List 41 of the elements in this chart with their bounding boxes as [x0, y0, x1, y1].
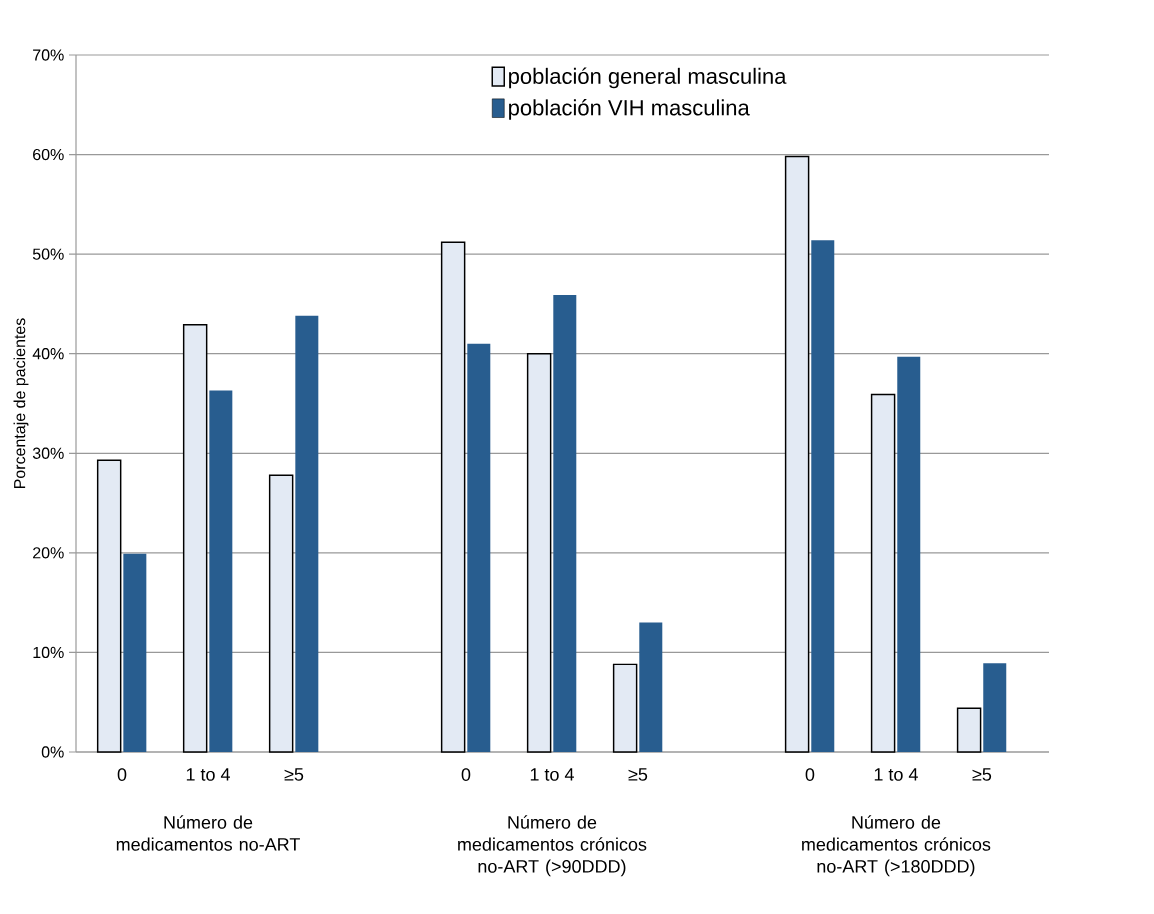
legend-label: población general masculina [509, 67, 787, 89]
x-tick-label: 0 [461, 768, 471, 781]
text: Número de medicamentos crónicos no-ART (>180DDD) [802, 815, 991, 877]
y-tick-label: 20% [33, 547, 64, 559]
bar [983, 663, 1007, 752]
y-tick-label: 40% [32, 348, 64, 360]
bar [209, 390, 233, 752]
legend-label: población VIH masculina [509, 99, 750, 120]
y-axis-title: Porcentaje de pacientes [13, 318, 29, 489]
bar [956, 707, 982, 753]
x-tick-label: 1 to 4 [874, 768, 918, 781]
bar [182, 324, 208, 753]
bar [811, 240, 835, 752]
x-tick-label: 0 [117, 768, 127, 781]
x-tick-label: 1 to 4 [186, 768, 230, 781]
bar [467, 343, 491, 752]
x-tick-label: ≥5 [628, 768, 648, 781]
bar [639, 622, 663, 752]
x-tick-label: ≥5 [284, 768, 304, 781]
text: Número de medicamentos crónicos no-ART (>90DDD) [458, 815, 647, 877]
y-tick-label: 50% [32, 248, 64, 260]
bar [295, 315, 319, 752]
y-tick-label: 30% [32, 447, 64, 459]
bar [870, 393, 896, 753]
bar [268, 474, 294, 753]
bar [784, 155, 810, 753]
y-tick-label: 60% [33, 148, 64, 161]
bar [96, 459, 122, 753]
y-tick-label: 10% [33, 646, 64, 659]
bar [897, 356, 921, 752]
x-tick-label: 0 [805, 768, 815, 781]
bar [526, 352, 552, 753]
bar [123, 553, 147, 752]
bar [612, 663, 638, 753]
x-tick-label: ≥5 [972, 768, 992, 781]
bar [553, 294, 577, 752]
y-tick-label: 0% [41, 746, 64, 758]
text: Número de medicamentos no-ART [116, 815, 300, 851]
bar [440, 241, 466, 753]
y-tick-label: 70% [33, 49, 64, 61]
x-tick-label: 1 to 4 [530, 768, 574, 781]
